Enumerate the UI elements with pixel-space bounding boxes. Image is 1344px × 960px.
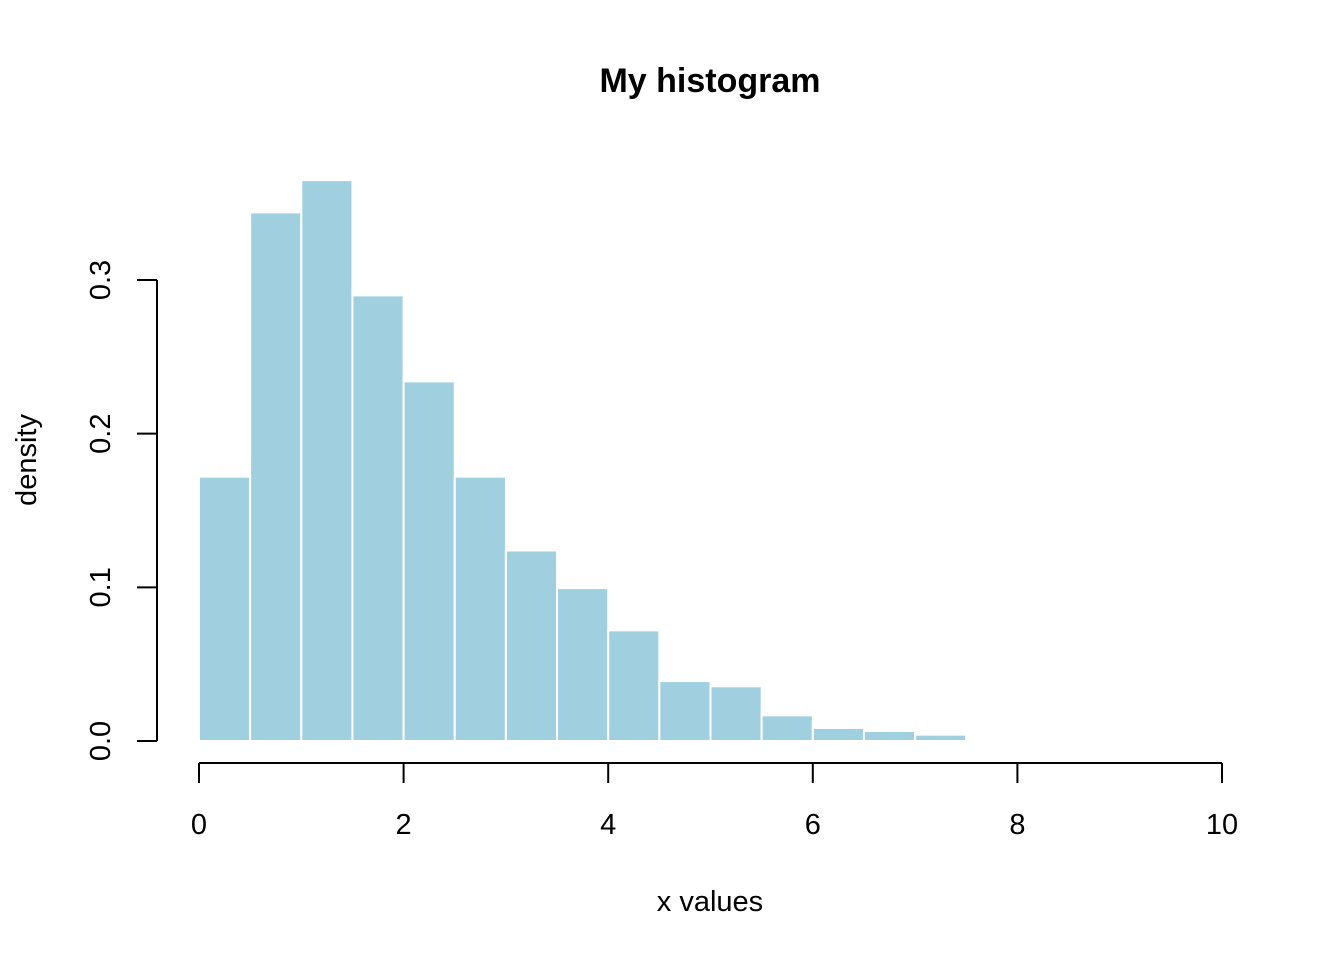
x-tick-label: 0 — [191, 809, 207, 841]
x-tick-label: 6 — [805, 809, 821, 841]
y-axis: 0.0 0.1 0.2 0.3 — [85, 260, 158, 761]
x-tick-label: 8 — [1009, 809, 1025, 841]
y-tick-label: 0.1 — [85, 567, 117, 607]
histogram-bar — [811, 726, 865, 743]
x-axis: 0 2 4 6 8 10 — [191, 762, 1238, 841]
histogram-bar — [862, 730, 917, 742]
histogram-bar — [300, 179, 354, 743]
y-axis-label: density — [11, 414, 43, 506]
histogram-bar — [914, 733, 968, 742]
histogram-bar — [402, 380, 456, 742]
histogram-bar — [453, 475, 507, 742]
histogram-bar — [709, 685, 763, 743]
chart-title: My histogram — [599, 62, 820, 100]
y-tick-label: 0.0 — [85, 721, 117, 761]
y-tick-label: 0.3 — [85, 260, 117, 300]
histogram-bar — [351, 294, 405, 742]
bars — [198, 179, 1121, 743]
histogram-bar — [607, 629, 661, 742]
x-tick-label: 10 — [1206, 809, 1238, 841]
histogram-bar — [249, 211, 303, 743]
histogram-bar — [658, 680, 712, 743]
x-tick-label: 4 — [600, 809, 616, 841]
y-tick-label: 0.2 — [85, 414, 117, 454]
histogram-bar — [556, 587, 610, 743]
x-axis-label: x values — [657, 886, 763, 918]
histogram-bar — [504, 549, 559, 742]
histogram-bar — [760, 714, 814, 742]
x-tick-label: 2 — [396, 809, 412, 841]
histogram-bar — [198, 475, 252, 742]
histogram-bar — [965, 738, 1019, 742]
histogram-bar — [1016, 738, 1070, 742]
